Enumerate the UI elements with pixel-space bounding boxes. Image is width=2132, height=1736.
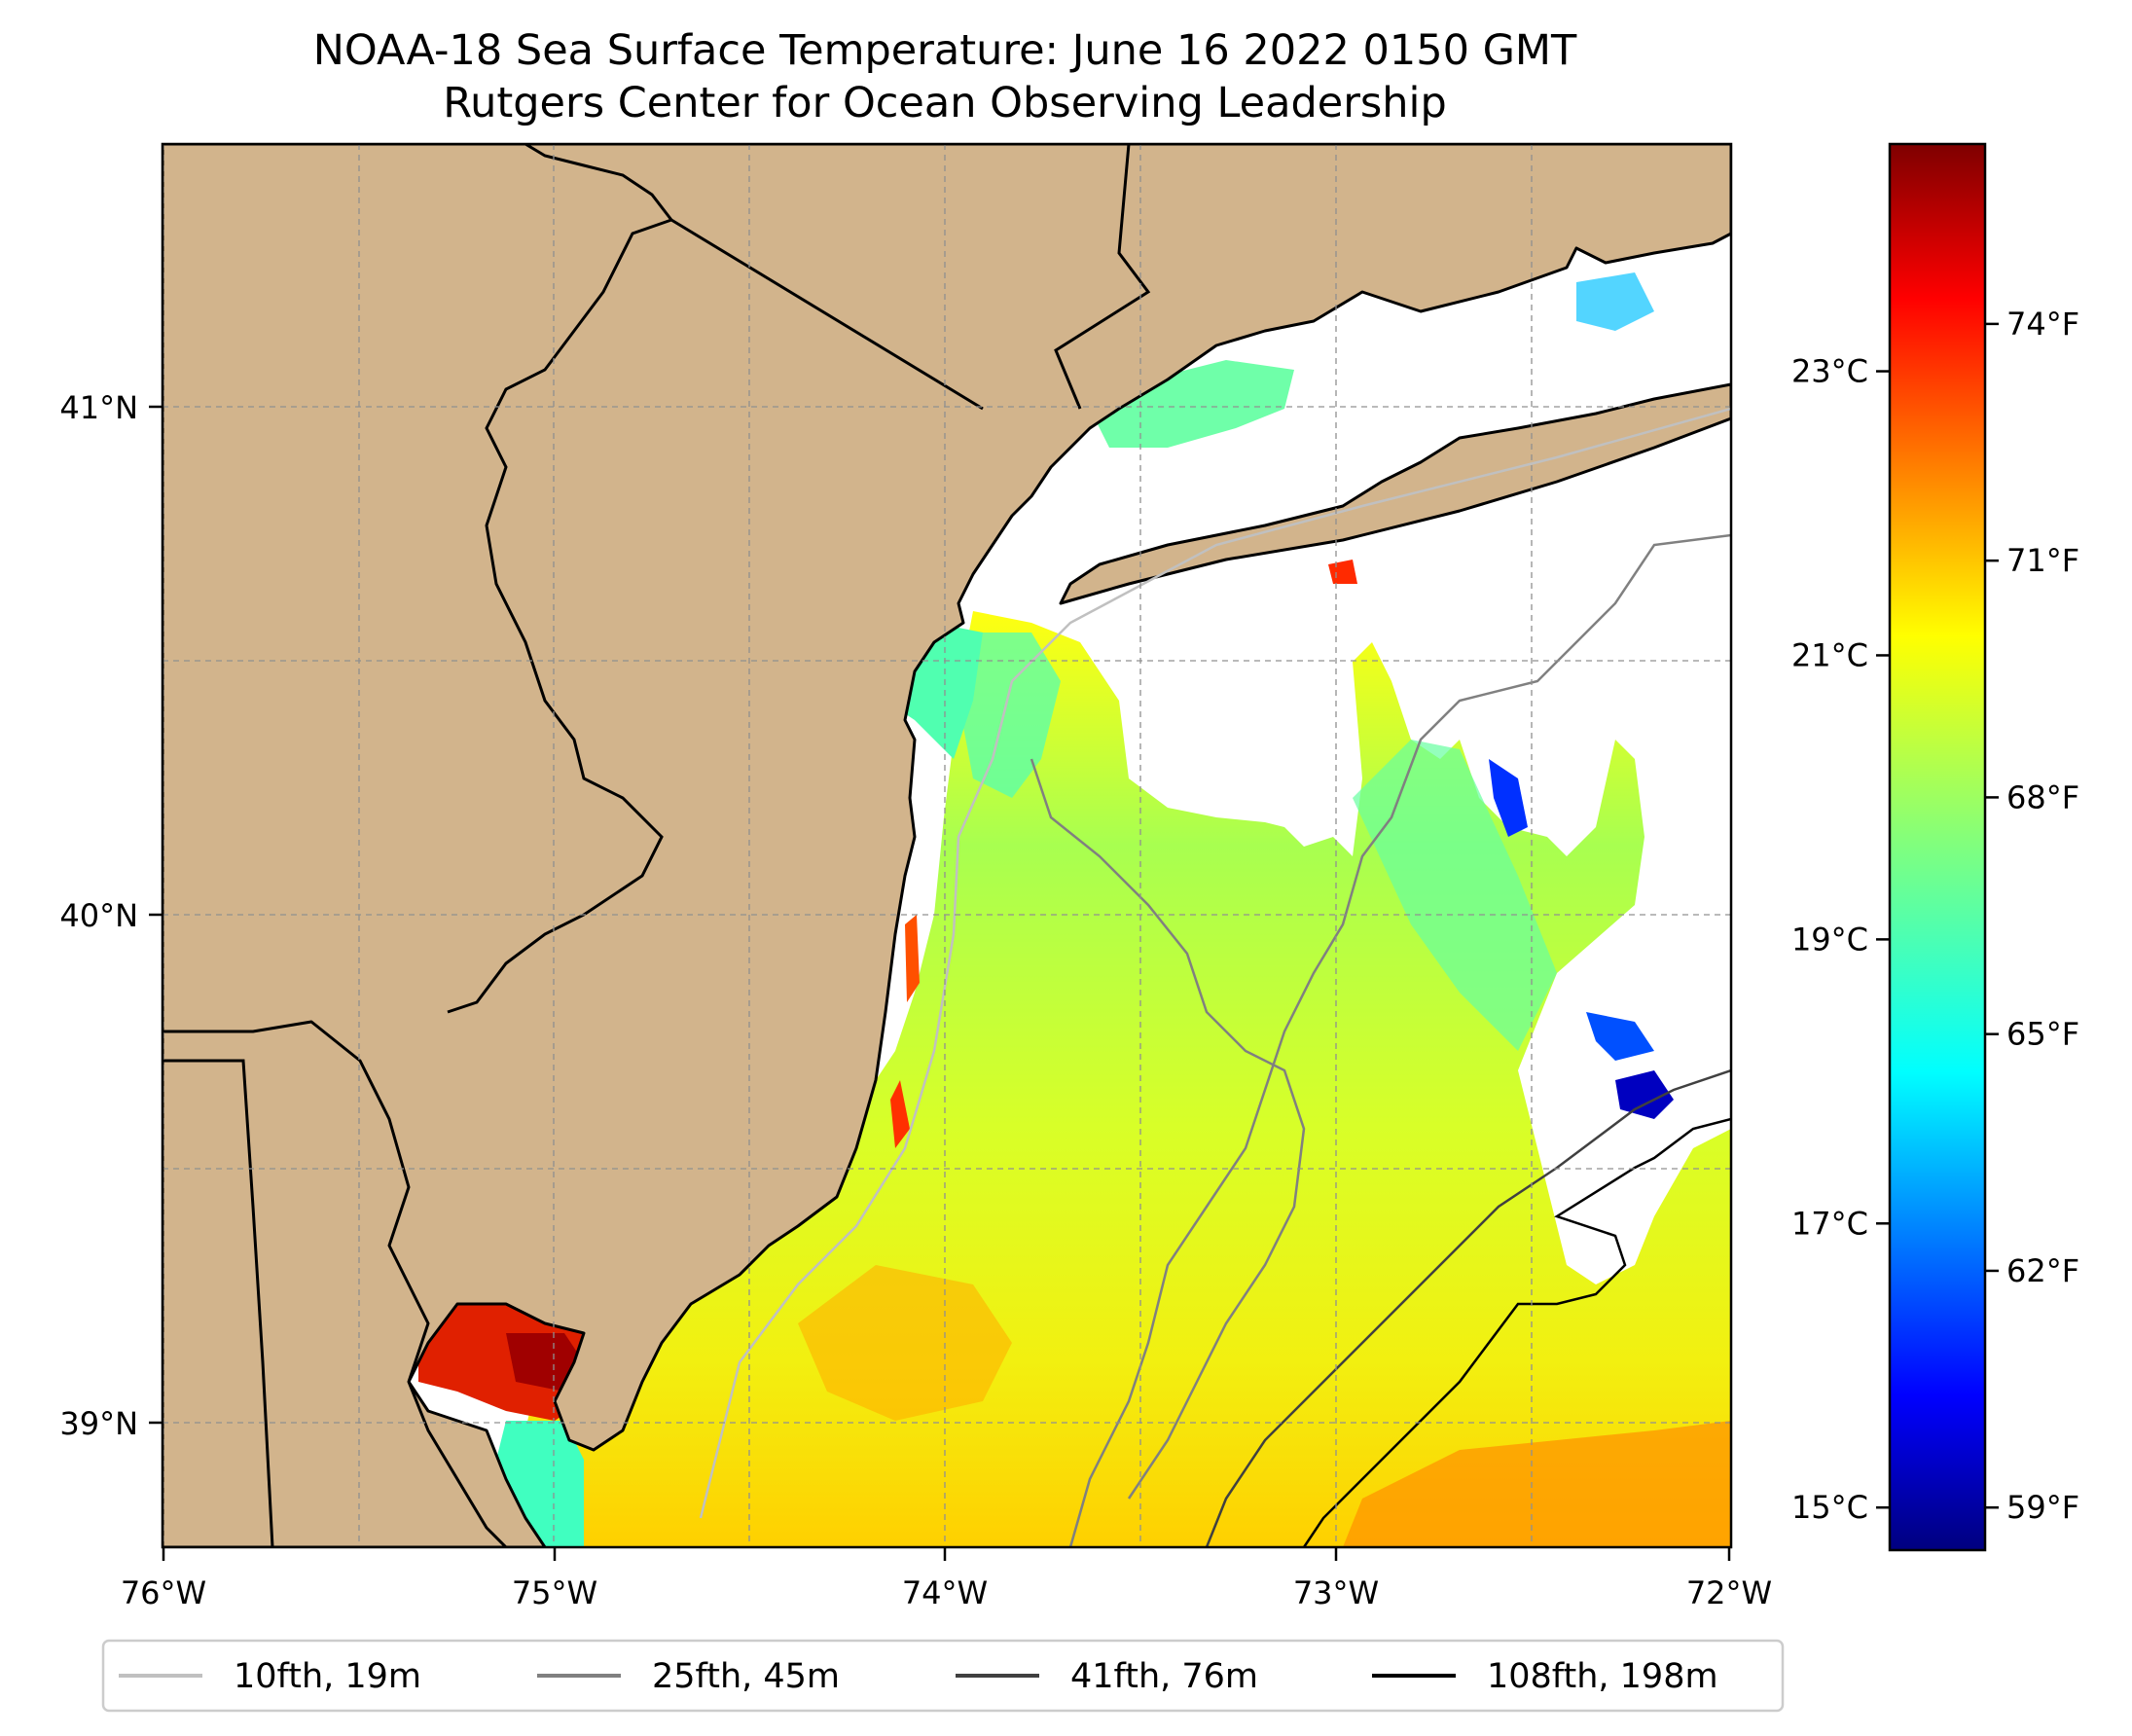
li-sound-sst-east [1576,272,1654,331]
legend-label-108fth: 108fth, 198m [1487,1657,1718,1696]
legend-frame [101,1639,1785,1713]
map-panel [163,144,1731,1547]
map-frame [161,142,1733,1549]
legend-label-41fth: 41fth, 76m [1070,1657,1258,1696]
state-border-ny-ct [1054,144,1151,410]
colorbar-f-tick-label: 68°F [2006,778,2079,815]
colorbar-c-tick-label: 17°C [1791,1205,1868,1242]
colorbar-f-tick-label: 59°F [2006,1489,2079,1526]
land-long-island [1059,382,1731,605]
legend-label-25fth: 25fth, 45m [652,1657,840,1696]
colorbar-f-tick-label: 65°F [2006,1016,2079,1053]
colorbar-c-tick-label: 23°C [1791,353,1868,390]
lat-axis [149,405,163,1425]
lon-axis [162,1547,1731,1561]
contour-10fth [699,407,1731,1519]
lat-tick-39n: 39°N [59,1405,138,1442]
legend: 10fth, 19m 25fth, 45m 41fth, 76m 108fth,… [101,1639,1785,1713]
lon-tick-75w: 75°W [512,1574,597,1611]
lon-tick-72w: 72°W [1686,1574,1772,1611]
lat-tick-40n: 40°N [59,897,138,934]
sst-cool-patch [958,633,1061,798]
colorbar-f-tick-label: 62°F [2006,1252,2079,1289]
colorbar-f-ticks: 59°F 62°F 65°F 68°F 71°F 74°F [1985,306,2079,1526]
contour-41fth [1205,1068,1731,1547]
contour-25fth [1030,533,1731,1547]
lon-tick-74w: 74°W [902,1574,988,1611]
colorbar-f-tick-label: 71°F [2006,542,2079,579]
sst-hot-spot-shore [890,1080,910,1148]
sst-cold-spot-3 [1586,1012,1654,1061]
chart-title: NOAA-18 Sea Surface Temperature: June 16… [313,26,1577,75]
lon-tick-73w: 73°W [1293,1574,1379,1611]
state-border-ny-nj [670,218,984,411]
colorbar-f-tick-label: 74°F [2006,306,2079,343]
lon-tick-76w: 76°W [121,1574,206,1611]
state-border-de-md [163,1059,274,1547]
sst-warm-patch [798,1265,1012,1421]
sst-cold-spot-2 [1489,759,1528,837]
colorbar-c-tick-label: 15°C [1791,1489,1868,1526]
land-mid-atlantic [163,144,1731,1547]
sst-warm-south [1343,1421,1731,1547]
legend-label-10fth: 10fth, 19m [234,1657,421,1696]
colorbar [1888,142,1987,1552]
colorbar-c-tick-label: 21°C [1791,636,1868,673]
state-border-nj-pa [447,144,673,1014]
colorbar-c-ticks: 15°C 17°C 19°C 21°C 23°C [1791,353,1890,1526]
sst-cold-spot-1 [1615,1070,1674,1119]
sst-hot-spot-shore-2 [905,915,920,1002]
lat-tick-41n: 41°N [59,389,138,426]
sst-cool-patch-east [1353,740,1557,1051]
colorbar-c-tick-label: 19°C [1791,921,1868,958]
chart-subtitle: Rutgers Center for Ocean Observing Leade… [443,79,1447,127]
delaware-bay-sst-core [506,1333,584,1392]
contour-108fth [1302,1117,1731,1547]
